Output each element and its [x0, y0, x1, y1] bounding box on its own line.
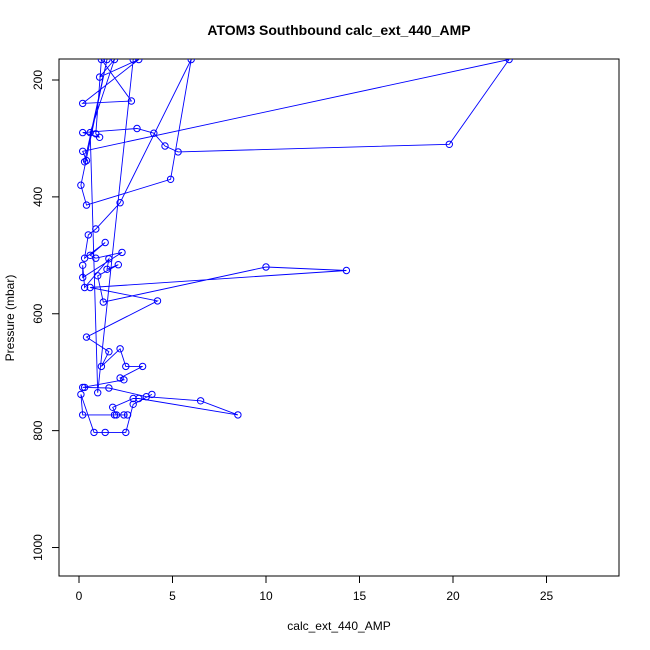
- data-point: [92, 254, 100, 262]
- data-point: [79, 147, 87, 156]
- data-point: [135, 59, 143, 64]
- data-point: [80, 283, 89, 292]
- data-point: [82, 156, 91, 165]
- data-point: [109, 403, 117, 411]
- data-point: [118, 248, 126, 257]
- data-point: [103, 265, 111, 273]
- data-point: [262, 263, 270, 271]
- data-point: [82, 333, 91, 341]
- data-point: [166, 175, 175, 184]
- data-point: [86, 128, 94, 137]
- data-point: [105, 384, 113, 392]
- data-point: [79, 411, 87, 419]
- data-point: [505, 59, 513, 64]
- data-point: [112, 411, 121, 419]
- x-tick-label: 5: [169, 589, 176, 603]
- y-axis: 200 400 600 800 1000: [31, 70, 60, 561]
- series-line: [80, 59, 511, 433]
- x-axis: 0 5 10 15 20 25: [76, 575, 554, 603]
- data-point: [101, 238, 109, 247]
- data-point: [97, 59, 106, 64]
- x-axis-label: calc_ext_440_AMP: [287, 619, 390, 633]
- data-point: [99, 298, 108, 306]
- data-point: [79, 99, 87, 108]
- data-point: [127, 97, 136, 105]
- data-point: [148, 390, 156, 399]
- data-point: [187, 59, 195, 64]
- data-point: [161, 142, 169, 150]
- y-axis-label: Pressure (mbar): [3, 275, 17, 362]
- data-point: [79, 273, 87, 282]
- data-point: [138, 362, 147, 371]
- data-point: [129, 400, 137, 408]
- x-tick-label: 25: [540, 589, 554, 603]
- data-point: [116, 199, 124, 207]
- x-tick-label: 10: [259, 589, 273, 603]
- data-point: [114, 261, 123, 269]
- data-point: [77, 181, 85, 189]
- data-point: [120, 411, 128, 419]
- data-point: [116, 345, 124, 353]
- data-point: [77, 390, 85, 399]
- data-point: [101, 428, 109, 437]
- data-point: [150, 129, 158, 137]
- data-point: [103, 59, 111, 64]
- data-point: [445, 140, 453, 149]
- x-tick-label: 15: [353, 589, 367, 603]
- data-point: [122, 428, 130, 437]
- data-point: [82, 201, 91, 209]
- y-tick-label: 400: [31, 187, 45, 207]
- data-point: [123, 411, 132, 419]
- data-point: [120, 376, 128, 384]
- data-point: [79, 128, 87, 137]
- data-point: [110, 411, 119, 419]
- data-point: [94, 272, 102, 280]
- data-point: [122, 362, 130, 371]
- y-tick-label: 600: [31, 303, 45, 323]
- data-point: [92, 225, 100, 233]
- data-point: [234, 411, 242, 419]
- data-point: [129, 59, 137, 64]
- data-point: [135, 394, 143, 403]
- data-point: [97, 362, 106, 371]
- chart-title: ATOM3 Southbound calc_ext_440_AMP: [207, 22, 470, 38]
- data-point: [84, 231, 93, 239]
- y-tick-label: 800: [31, 420, 45, 440]
- data-point: [342, 266, 351, 275]
- series-group: [77, 59, 513, 437]
- data-point: [95, 73, 104, 81]
- data-point: [79, 261, 87, 269]
- plot-frame: [58, 58, 620, 577]
- data-point: [94, 389, 102, 397]
- data-point: [86, 251, 94, 260]
- data-point: [80, 383, 89, 392]
- data-point: [79, 383, 87, 392]
- data-point: [110, 59, 119, 64]
- y-tick-label: 1000: [31, 534, 45, 561]
- data-point: [174, 148, 182, 156]
- data-point: [105, 348, 113, 356]
- data-point: [196, 397, 205, 405]
- data-point: [80, 158, 89, 166]
- x-tick-label: 0: [76, 589, 83, 603]
- data-point: [86, 283, 94, 292]
- data-point: [129, 394, 137, 403]
- x-tick-label: 20: [446, 589, 460, 603]
- data-point: [105, 255, 113, 263]
- data-point: [153, 297, 162, 305]
- data-point: [133, 124, 141, 133]
- data-point: [90, 428, 98, 437]
- data-point: [95, 133, 104, 142]
- y-tick-label: 200: [31, 70, 45, 90]
- data-point: [80, 254, 89, 262]
- data-point: [116, 374, 124, 382]
